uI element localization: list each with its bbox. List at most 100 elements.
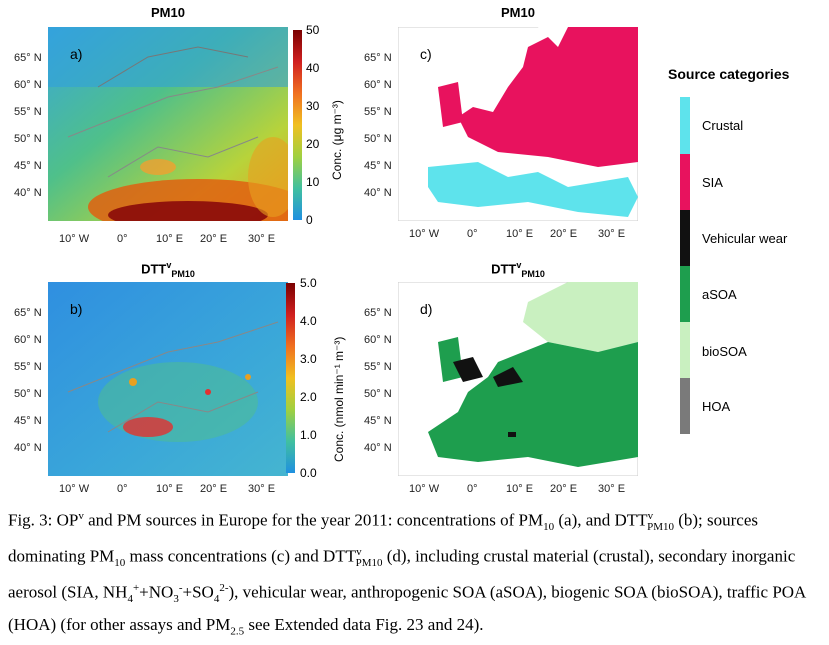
caption-part: 3: [173, 593, 179, 606]
lon-tick-20e-b: 20° E: [200, 483, 228, 495]
colorbar-bottom-tick-3: 3.0: [300, 352, 317, 366]
colorbar-top-label: Conc. (μg m⁻³): [330, 100, 344, 180]
legend-label-crustal: Crustal: [702, 118, 744, 133]
lat-tick-40-a: 40° N: [14, 187, 42, 199]
legend-label-hoa: HOA: [702, 399, 731, 414]
lat-tick-45-a: 45° N: [14, 160, 42, 172]
lon-tick-10w-d: 10° W: [409, 483, 440, 495]
legend-title: Source categories: [668, 66, 790, 82]
lat-tick-55-b: 55° N: [14, 361, 42, 373]
colorbar-bottom-label: Conc. (nmol min⁻¹ m⁻³): [332, 336, 346, 462]
caption-part: and PM sources in Europe for the year 20…: [83, 510, 544, 530]
lat-tick-40-b: 40° N: [14, 442, 42, 454]
figure-caption: Fig. 3: OPv and PM sources in Europe for…: [8, 504, 818, 645]
lon-tick-20e-a: 20° E: [200, 233, 228, 245]
colorbar-bottom: [286, 283, 295, 473]
caption-part: PM10: [355, 557, 383, 570]
legend-label-biosoa: bioSOA: [702, 344, 747, 359]
colorbar-top-tick-50: 50: [306, 23, 320, 37]
lon-tick-10e-b: 10° E: [156, 483, 184, 495]
lon-tick-10w-c: 10° W: [409, 228, 440, 240]
colorbar-top-tick-10: 10: [306, 175, 320, 189]
caption-part: 10: [543, 521, 555, 534]
panel-b-title-main: DTT: [141, 261, 167, 277]
caption-part: v: [78, 510, 84, 522]
colorbar-bottom-tick-5: 5.0: [300, 276, 317, 290]
colorbar-top-tick-40: 40: [306, 61, 320, 75]
panel-d-letter: d): [420, 301, 432, 317]
lat-tick-40-d: 40° N: [364, 442, 392, 454]
caption-part: PM10: [647, 521, 674, 534]
caption-part: -: [178, 582, 183, 595]
panel-a-letter: a): [70, 46, 82, 62]
legend-swatch-hoa: [680, 378, 690, 434]
colorbar-bottom-tick-0: 0.0: [300, 466, 317, 480]
lat-tick-50-a: 50° N: [14, 133, 42, 145]
lon-tick-20e-c: 20° E: [550, 228, 578, 240]
legend-swatch-sia: [680, 154, 690, 210]
caption-part: v: [356, 546, 362, 559]
lat-tick-60-c: 60° N: [364, 79, 392, 91]
lon-tick-10w-b: 10° W: [59, 483, 90, 495]
lat-tick-45-b: 45° N: [14, 415, 42, 427]
caption-part: +SO: [182, 582, 214, 602]
panel-d-title-main: DTT: [491, 261, 517, 277]
caption-part: 2-: [219, 582, 229, 595]
lon-tick-0-c: 0°: [467, 228, 478, 240]
panel-c-letter: c): [420, 46, 432, 62]
caption-part: 2.5: [230, 625, 245, 638]
panel-b-title-sub: PM10: [171, 268, 195, 279]
panel-d-title: DTTvPM10: [398, 260, 638, 279]
lon-tick-30e-a: 30° E: [248, 233, 276, 245]
colorbar-top-tick-20: 20: [306, 137, 320, 151]
caption-part: 10: [114, 557, 126, 570]
panel-b-map: b): [48, 282, 288, 476]
colorbar-bottom-tick-4: 4.0: [300, 314, 317, 328]
lon-tick-10e-d: 10° E: [506, 483, 534, 495]
lon-tick-10e-c: 10° E: [506, 228, 534, 240]
legend-label-asoa: aSOA: [702, 287, 737, 302]
panel-b-letter: b): [70, 301, 82, 317]
colorbar-bottom-tick-2: 2.0: [300, 390, 317, 404]
lat-tick-55-a: 55° N: [14, 106, 42, 118]
caption-part: (b); sources dominating PM: [8, 510, 759, 566]
caption-part: v: [647, 510, 654, 522]
lat-tick-60-d: 60° N: [364, 334, 392, 346]
lat-tick-50-c: 50° N: [364, 133, 392, 145]
lat-tick-45-c: 45° N: [364, 160, 392, 172]
legend-label-sia: SIA: [702, 175, 723, 190]
lat-tick-60-b: 60° N: [14, 334, 42, 346]
lon-tick-30e-c: 30° E: [598, 228, 626, 240]
lat-tick-65-b: 65° N: [14, 307, 42, 319]
panel-a-map: a): [48, 27, 288, 221]
panel-b-title: DTTvPM10: [48, 260, 288, 279]
caption-part: Fig. 3: OP: [8, 510, 79, 530]
legend-label-vehicular: Vehicular wear: [702, 231, 788, 246]
caption-part: mass concentrations (c) and DTT: [125, 546, 357, 566]
caption-part: (d), including crustal material (crustal…: [8, 546, 796, 602]
lat-tick-60-a: 60° N: [14, 79, 42, 91]
lat-tick-50-d: 50° N: [364, 388, 392, 400]
colorbar-top: [293, 30, 302, 220]
lon-tick-0-b: 0°: [117, 483, 128, 495]
panel-c-title: PM10: [501, 5, 535, 20]
lon-tick-30e-b: 30° E: [248, 483, 276, 495]
panel-a-title: PM10: [151, 5, 185, 20]
lat-tick-65-c: 65° N: [364, 52, 392, 64]
legend-swatch-vehicular: [680, 210, 690, 266]
panel-c-map: c): [398, 27, 638, 221]
legend-swatch-biosoa: [680, 322, 690, 378]
panel-b-title-sup: v: [166, 260, 172, 270]
panel-d-title-sub: PM10: [521, 268, 545, 279]
lat-tick-40-c: 40° N: [364, 187, 392, 199]
caption-part: +: [132, 582, 140, 595]
lon-tick-10e-a: 10° E: [156, 233, 184, 245]
caption-part: ), vehicular wear, anthropogenic SOA (aS…: [8, 582, 806, 635]
lat-tick-65-a: 65° N: [14, 52, 42, 64]
lat-tick-50-b: 50° N: [14, 388, 42, 400]
lat-tick-55-c: 55° N: [364, 106, 392, 118]
lon-tick-30e-d: 30° E: [598, 483, 626, 495]
caption-part: +NO: [139, 582, 174, 602]
lat-tick-55-d: 55° N: [364, 361, 392, 373]
lon-tick-0-a: 0°: [117, 233, 128, 245]
